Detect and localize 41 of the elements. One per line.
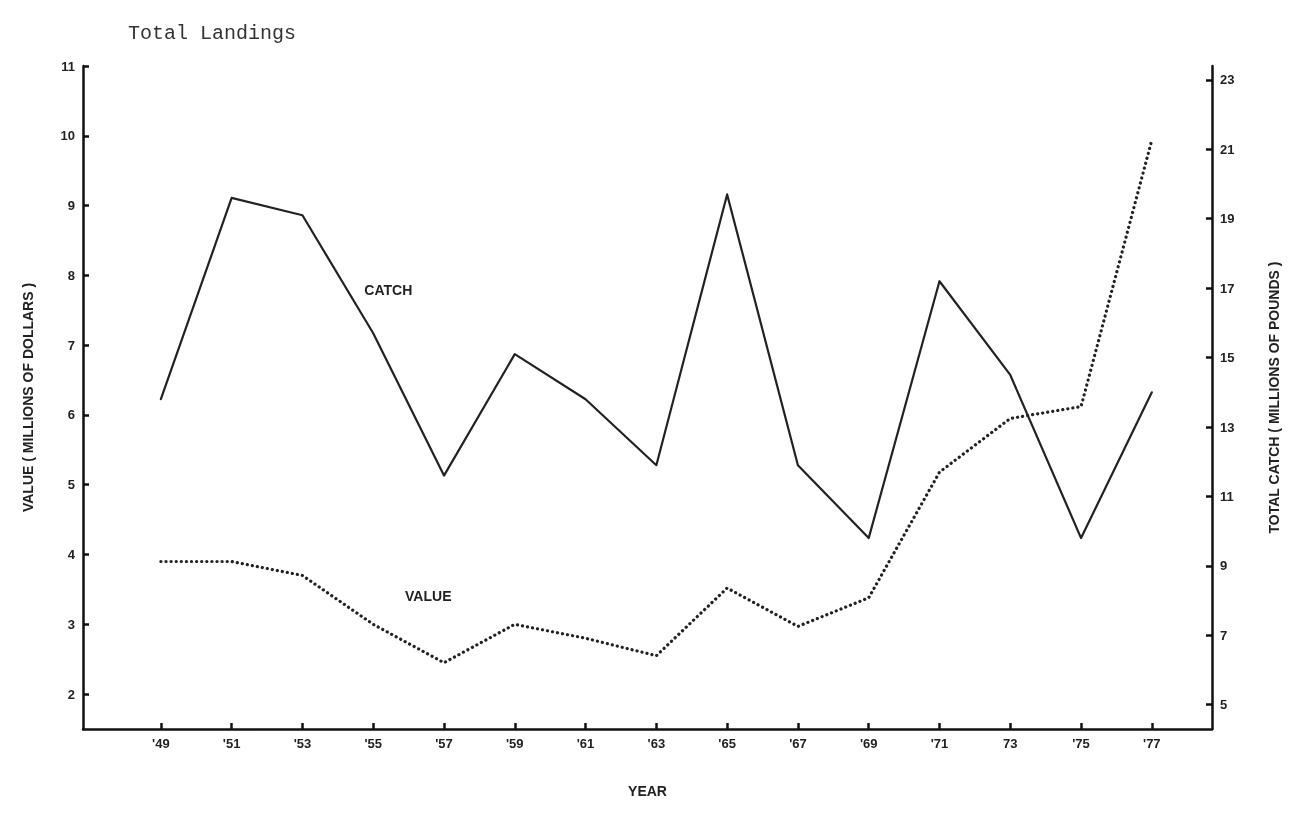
x-tick-label: '49 bbox=[152, 736, 170, 751]
y-tick-label: 8 bbox=[67, 267, 75, 283]
y2-tick-label: 21 bbox=[1220, 141, 1235, 157]
y2-tick-label: 19 bbox=[1220, 211, 1235, 227]
x-tick-label: '55 bbox=[364, 736, 382, 751]
x-tick-label: '57 bbox=[435, 736, 453, 751]
y-tick-label: 9 bbox=[67, 198, 75, 214]
x-tick-label: '67 bbox=[789, 736, 807, 751]
x-tick-label: '61 bbox=[576, 736, 595, 751]
x-tick-label: '63 bbox=[647, 736, 666, 751]
y2-tick-label: 17 bbox=[1220, 280, 1235, 296]
y2-axis-title: TOTAL CATCH ( MILLIONS OF POUNDS ) bbox=[1266, 261, 1282, 534]
y-axis-title: VALUE ( MILLIONS OF DOLLARS ) bbox=[20, 282, 36, 513]
x-tick-label: 73 bbox=[1003, 736, 1018, 751]
y2-tick-label: 11 bbox=[1220, 488, 1234, 504]
y2-tick-label: 7 bbox=[1220, 627, 1228, 643]
text: VALUE bbox=[405, 588, 452, 605]
y2-tick-label: 15 bbox=[1220, 350, 1235, 366]
x-tick-label: '53 bbox=[293, 736, 312, 751]
x-tick-label: '75 bbox=[1072, 736, 1090, 751]
y-tick-label: 7 bbox=[67, 337, 75, 353]
y-tick-label: 4 bbox=[67, 547, 76, 563]
y-tick-label: 6 bbox=[67, 407, 75, 423]
y2-tick-label: 9 bbox=[1220, 558, 1228, 574]
x-tick-label: '77 bbox=[1143, 736, 1161, 751]
y-tick-label: 11 bbox=[61, 58, 75, 74]
x-tick-label: '59 bbox=[506, 736, 524, 751]
y2-tick-label: 13 bbox=[1220, 419, 1235, 435]
x-tick-label: '51 bbox=[222, 736, 241, 751]
y-tick-label: 3 bbox=[67, 616, 75, 632]
y-tick-label: 5 bbox=[67, 477, 75, 493]
series-label: CATCH bbox=[364, 281, 413, 298]
chart-title: Total Landings bbox=[128, 21, 297, 45]
x-tick-label: '71 bbox=[930, 736, 949, 751]
x-tick-label: '69 bbox=[859, 736, 878, 751]
y2-tick-label: 5 bbox=[1220, 697, 1228, 713]
x-tick-label: '65 bbox=[718, 736, 736, 751]
y-tick-label: 10 bbox=[60, 128, 75, 144]
y2-tick-label: 23 bbox=[1220, 72, 1235, 88]
y-tick-label: 2 bbox=[67, 686, 75, 702]
x-axis-title: YEAR bbox=[628, 783, 667, 799]
